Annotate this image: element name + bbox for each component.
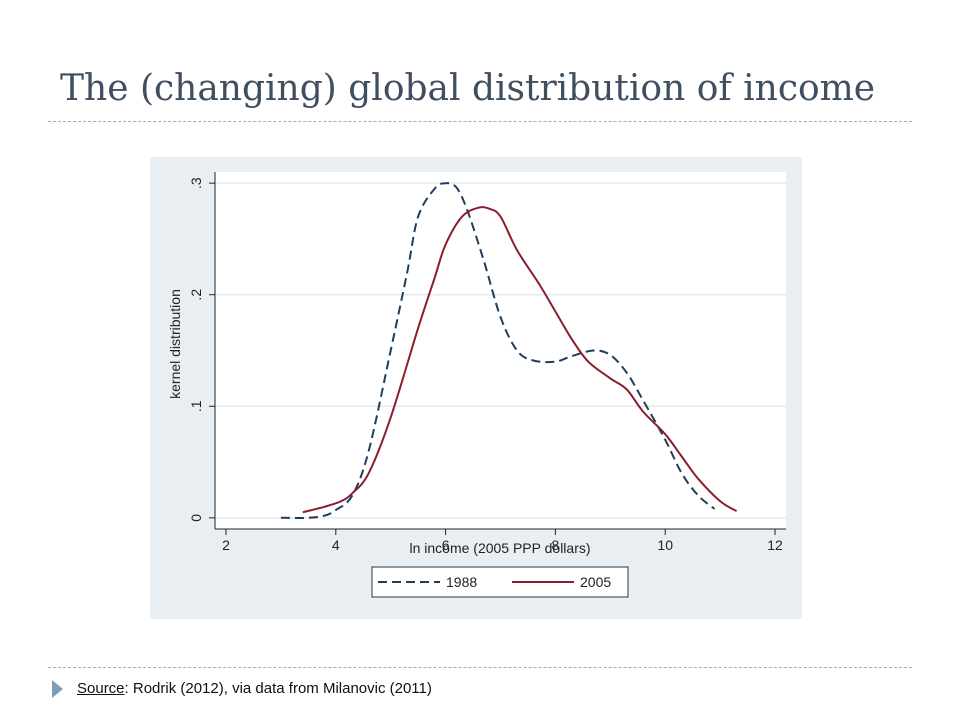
x-tick-label: 2 bbox=[222, 537, 230, 553]
legend: 1988 2005 bbox=[371, 566, 629, 598]
tick-labels: 0 .1 .2 .3 2 4 6 8 10 12 bbox=[188, 177, 783, 553]
slide-title: The (changing) global distribution of in… bbox=[60, 68, 876, 109]
source-label: Source bbox=[77, 680, 125, 697]
plot-area bbox=[215, 172, 786, 529]
x-axis-label: ln income (2005 PPP dollars) bbox=[409, 540, 590, 556]
series-lines bbox=[280, 182, 738, 519]
kernel-density-chart: 0 .1 .2 .3 2 4 6 8 10 12 kernel distribution ln i… bbox=[150, 157, 802, 619]
series-line-2005 bbox=[302, 206, 738, 514]
series-line-1988 bbox=[280, 182, 716, 519]
x-tick-label: 10 bbox=[657, 537, 673, 553]
y-tick-label: .1 bbox=[188, 400, 204, 412]
x-tick-label: 8 bbox=[552, 537, 560, 553]
bullet-arrow-icon bbox=[52, 680, 63, 699]
legend-label-1988: 1988 bbox=[446, 574, 477, 590]
y-tick-label: .3 bbox=[188, 177, 204, 189]
x-tick-label: 6 bbox=[442, 537, 450, 553]
title-divider bbox=[48, 121, 912, 122]
footer-divider bbox=[48, 667, 912, 668]
y-tick-label: .2 bbox=[188, 289, 204, 301]
axes bbox=[209, 172, 786, 535]
source-note: Source: Rodrik (2012), via data from Mil… bbox=[52, 680, 432, 699]
legend-label-2005: 2005 bbox=[580, 574, 611, 590]
x-tick-label: 4 bbox=[332, 537, 340, 553]
source-text: : Rodrik (2012), via data from Milanovic… bbox=[124, 680, 432, 697]
chart-panel: 0 .1 .2 .3 2 4 6 8 10 12 kernel distribution ln i… bbox=[150, 157, 802, 619]
x-tick-label: 12 bbox=[767, 537, 783, 553]
y-axis-label: kernel distribution bbox=[167, 289, 183, 399]
y-tick-label: 0 bbox=[188, 514, 204, 522]
